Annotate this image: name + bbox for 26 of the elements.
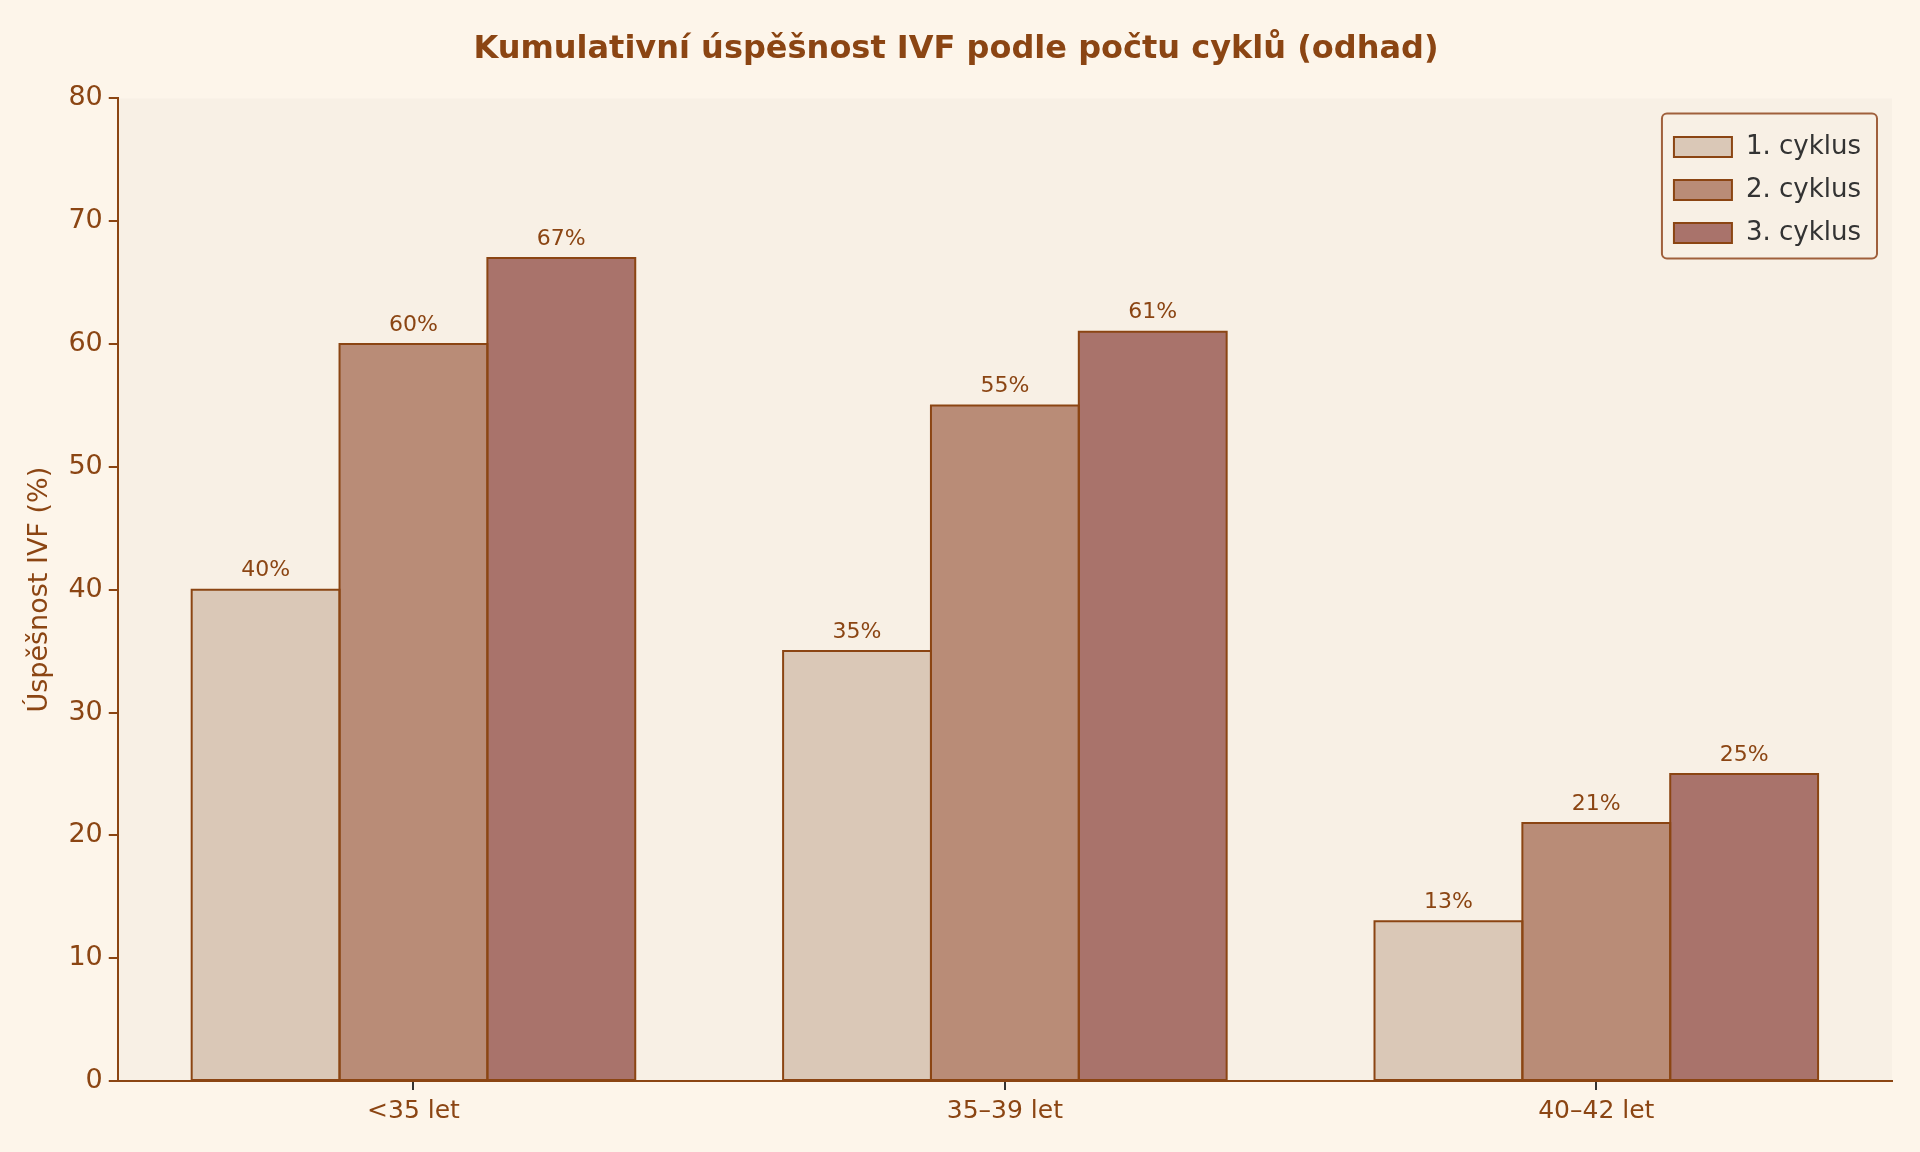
y-tick-label: 20 (68, 817, 103, 849)
y-tick-label: 10 (68, 940, 103, 972)
data-label: 13% (1423, 888, 1473, 914)
x-tick-label: <35 let (367, 1094, 461, 1124)
legend-label: 2. cyklus (1745, 172, 1861, 203)
y-tick-label: 70 (68, 203, 103, 235)
data-label: 60% (389, 310, 438, 336)
y-tick-label: 50 (68, 448, 103, 480)
x-tick-label: 40–42 let (1538, 1094, 1655, 1124)
y-axis-title: Úspěšnost IVF (%) (22, 466, 54, 713)
y-tick-label: 80 (68, 80, 103, 112)
data-label: 67% (536, 224, 586, 250)
x-tick-label: 35–39 let (946, 1094, 1064, 1124)
data-label: 40% (241, 556, 291, 582)
data-label: 21% (1571, 789, 1621, 815)
chart-title: Kumulativní úspěšnost IVF podle počtu cyklů (odhad) (473, 27, 1439, 66)
y-tick-label: 0 (85, 1063, 103, 1095)
y-tick-label: 30 (68, 694, 103, 726)
legend-label: 1. cyklus (1745, 129, 1861, 160)
data-label: 61% (1128, 298, 1178, 324)
data-label: 55% (980, 372, 1030, 398)
data-label: 25% (1719, 740, 1769, 766)
y-tick-label: 40 (68, 571, 103, 603)
legend-label: 3. cyklus (1745, 215, 1861, 246)
data-label: 35% (832, 617, 882, 643)
y-tick-label: 60 (68, 326, 103, 358)
